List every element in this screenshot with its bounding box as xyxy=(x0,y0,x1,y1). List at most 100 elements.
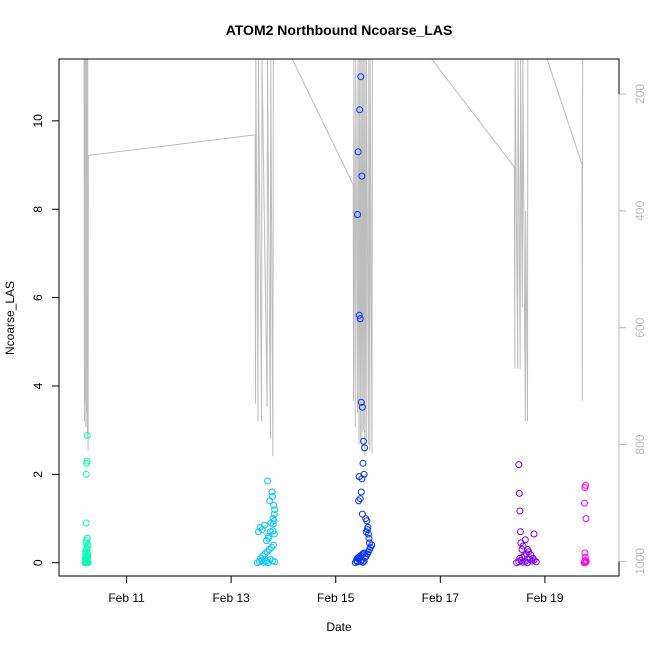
data-point xyxy=(355,497,363,505)
y-axis-right: 200 400 600 800 1000 xyxy=(618,84,647,575)
data-point xyxy=(355,311,363,319)
data-point xyxy=(368,541,376,549)
x-tick-label: Feb 19 xyxy=(526,591,564,605)
data-point xyxy=(522,550,530,558)
data-point xyxy=(356,315,364,323)
data-point xyxy=(355,473,363,481)
data-point xyxy=(359,550,367,558)
data-point xyxy=(270,541,278,549)
data-point xyxy=(361,444,369,452)
data-point xyxy=(363,526,371,534)
depth-line xyxy=(83,59,584,457)
data-point xyxy=(524,546,531,553)
data-point xyxy=(84,541,92,549)
data-point xyxy=(268,488,276,496)
x-tick-label: Feb 13 xyxy=(212,591,250,605)
data-point xyxy=(83,534,91,542)
data-point xyxy=(515,489,523,497)
data-point xyxy=(521,536,529,544)
data-point xyxy=(260,521,268,529)
data-point xyxy=(356,495,364,503)
data-point xyxy=(582,557,590,565)
data-point xyxy=(520,552,528,560)
y-right-tick-label: 400 xyxy=(633,201,647,221)
data-point xyxy=(515,461,523,469)
data-point xyxy=(364,530,372,538)
data-point xyxy=(581,553,589,561)
data-point xyxy=(524,559,531,567)
data-point xyxy=(264,559,272,567)
chart-title: ATOM2 Northbound Ncoarse_LAS xyxy=(226,22,453,38)
data-point xyxy=(360,437,367,445)
data-point xyxy=(354,211,361,218)
data-point xyxy=(269,520,277,528)
data-point xyxy=(363,517,371,525)
data-point xyxy=(265,546,273,553)
y-tick-label: 8 xyxy=(31,206,45,213)
data-point xyxy=(83,457,91,465)
data-point xyxy=(259,552,267,560)
depth-profile-lines xyxy=(83,59,584,457)
data-point xyxy=(271,506,279,514)
y-right-tick-label: 200 xyxy=(633,84,647,104)
data-point xyxy=(527,551,535,559)
data-point xyxy=(83,432,91,439)
data-point xyxy=(256,523,264,531)
y-axis: 0 2 4 6 8 10 xyxy=(31,114,60,566)
data-point xyxy=(530,530,538,538)
data-point xyxy=(357,398,365,406)
data-points xyxy=(81,73,590,567)
data-point xyxy=(83,557,91,565)
x-tick-label: Feb 17 xyxy=(422,591,460,605)
data-point xyxy=(261,550,269,558)
data-point xyxy=(360,549,368,557)
data-point xyxy=(581,499,588,507)
data-point xyxy=(264,534,272,542)
x-axis-label: Date xyxy=(326,620,352,634)
data-point xyxy=(526,555,534,563)
data-point xyxy=(264,477,272,485)
x-tick-label: Feb 11 xyxy=(108,591,145,605)
data-point xyxy=(254,528,262,536)
y-tick-label: 0 xyxy=(31,559,45,566)
data-point xyxy=(84,552,92,560)
data-point xyxy=(357,488,365,496)
y-axis-label: Ncoarse_LAS xyxy=(3,281,17,355)
data-point xyxy=(519,542,527,550)
data-point xyxy=(354,148,362,156)
data-point xyxy=(582,515,590,523)
data-point xyxy=(258,526,266,534)
data-point xyxy=(366,539,373,547)
data-point xyxy=(269,527,277,535)
data-point xyxy=(582,481,590,489)
y-right-tick-label: 1000 xyxy=(633,548,647,575)
data-point xyxy=(358,403,366,411)
data-point xyxy=(358,510,366,518)
y-tick-label: 2 xyxy=(31,471,45,478)
y-tick-label: 6 xyxy=(31,294,45,301)
plot-frame xyxy=(58,58,620,577)
data-point xyxy=(359,459,367,467)
data-point xyxy=(516,528,524,536)
data-point xyxy=(271,558,279,566)
data-point xyxy=(530,556,538,564)
x-axis: Feb 11 Feb 13 Feb 15 Feb 17 Feb 19 xyxy=(108,575,564,605)
data-point xyxy=(82,519,90,527)
data-point xyxy=(82,470,90,478)
data-point xyxy=(263,537,270,545)
x-tick-label: Feb 15 xyxy=(317,591,355,605)
y-right-tick-label: 800 xyxy=(633,434,647,454)
data-point xyxy=(357,73,365,81)
y-tick-label: 10 xyxy=(31,114,45,128)
data-point xyxy=(358,551,366,559)
data-point xyxy=(83,546,91,553)
data-point xyxy=(270,510,278,518)
data-point xyxy=(529,554,537,562)
data-point xyxy=(268,543,275,551)
data-point xyxy=(270,517,278,525)
y-tick-label: 4 xyxy=(31,382,45,389)
data-point xyxy=(516,507,524,515)
data-point xyxy=(358,172,366,180)
y-right-tick-label: 600 xyxy=(633,317,647,337)
